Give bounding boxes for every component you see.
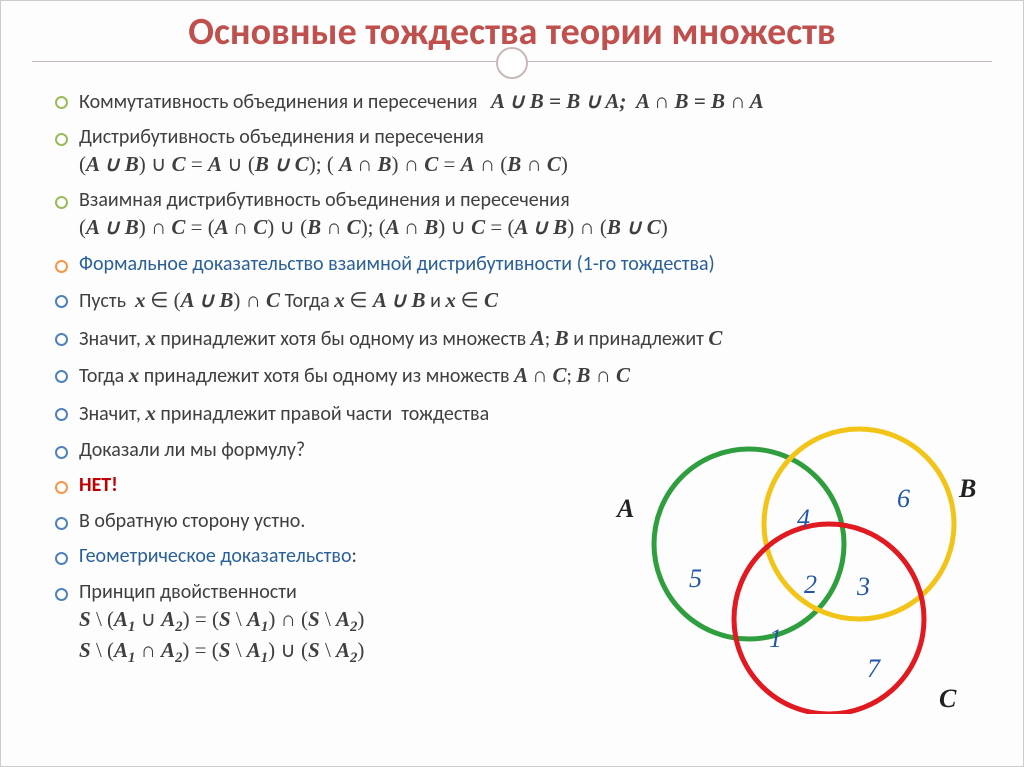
venn-set-label: C <box>939 684 956 714</box>
bullet-item: Взаимная дистрибутивность объединения и … <box>55 188 989 241</box>
bullet-item: Коммутативность объединения и пересечени… <box>55 88 989 116</box>
bullet-item: Формальное доказательство взаимной дистр… <box>55 252 989 278</box>
venn-set-label: B <box>959 474 976 504</box>
title-underline <box>32 61 992 62</box>
venn-region-number: 7 <box>867 654 880 684</box>
bullet-item: Дистрибутивность объединения и пересечен… <box>55 125 989 178</box>
venn-svg <box>609 404 989 714</box>
venn-circle <box>734 524 924 714</box>
venn-region-number: 4 <box>797 504 810 534</box>
venn-set-label: A <box>617 494 634 524</box>
title-knob-icon <box>496 47 528 79</box>
venn-region-number: 1 <box>769 624 782 654</box>
slide: Основные тождества теории множеств Комму… <box>0 0 1024 767</box>
venn-region-number: 2 <box>804 570 817 600</box>
bullet-item: Тогда x принадлежит хотя бы одному из мн… <box>55 362 989 390</box>
bullet-item: Пусть x ∈ (A ∪ B) ∩ C Тогда x ∈ A ∪ B и … <box>55 287 989 315</box>
venn-region-number: 3 <box>857 572 870 602</box>
venn-region-number: 5 <box>689 564 702 594</box>
bullet-item: Значит, x принадлежит хотя бы одному из … <box>55 325 989 353</box>
venn-diagram: A B C 5 6 4 2 3 1 7 <box>609 404 989 714</box>
venn-region-number: 6 <box>897 484 910 514</box>
title-wrap: Основные тождества теории множеств <box>1 1 1023 62</box>
